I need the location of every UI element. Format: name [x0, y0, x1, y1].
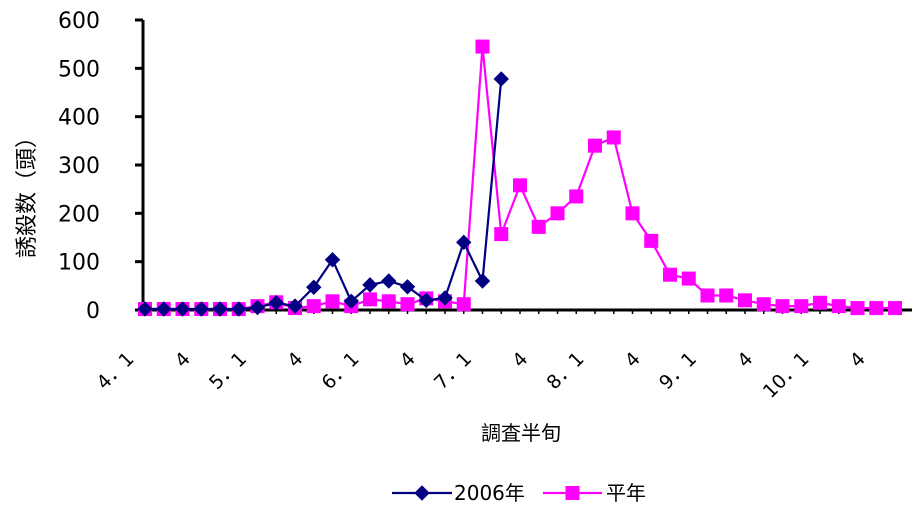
series-2006-point: [456, 234, 472, 251]
y-tick-label: 0: [86, 299, 100, 324]
series-2006-point: [249, 299, 266, 316]
x-axis-label: 調査半旬: [481, 421, 561, 445]
y-tick-label: 100: [58, 251, 100, 276]
series-normal: [138, 39, 902, 317]
series-2006-point: [231, 301, 247, 317]
series-normal-point: [700, 288, 715, 303]
series-normal-point: [813, 295, 827, 310]
series-normal-line: [145, 46, 895, 311]
legend: 2006年 平年: [392, 481, 646, 505]
x-tick-label: 4: [283, 348, 307, 372]
series-normal-point: [400, 297, 415, 312]
series-2006-point: [306, 279, 322, 295]
x-tick-label: 10．1: [759, 348, 814, 403]
series-normal-point: [738, 293, 752, 308]
legend-item-normal-marker: [565, 486, 580, 500]
series-normal-point: [681, 271, 696, 286]
series-normal-point: [625, 206, 640, 221]
y-tick-label: 500: [58, 57, 100, 82]
legend-item-normal-label: 平年: [606, 481, 646, 505]
labels-layer: 誘殺数（頭） 調査半旬: [15, 126, 561, 445]
legend-item-normal: 平年: [543, 481, 646, 505]
series-normal-point: [869, 301, 884, 316]
series-2006-point: [156, 301, 172, 317]
series-normal-point: [831, 299, 846, 314]
x-tick-label: 4．1: [92, 348, 138, 394]
x-tick-label: 4: [508, 348, 532, 372]
series-2006-point: [287, 298, 303, 314]
series-normal-point: [719, 288, 734, 303]
series-normal-point: [456, 297, 471, 312]
x-tick-label: 4: [171, 348, 195, 372]
series-2006-point: [362, 277, 378, 293]
series-normal-point: [550, 206, 565, 221]
legend-item-2006-label: 2006年: [454, 481, 525, 505]
series-normal-point: [381, 294, 396, 309]
series-2006-point: [343, 293, 359, 310]
series-normal-point: [494, 227, 509, 242]
y-tick-label: 400: [58, 106, 100, 131]
series-2006-point: [212, 301, 228, 317]
legend-item-2006: 2006年: [392, 481, 525, 505]
series-normal-point: [606, 130, 621, 145]
series-normal-point: [588, 138, 602, 153]
y-tick-label: 300: [58, 154, 100, 179]
series-normal-point: [325, 294, 340, 309]
y-tick-label: 600: [58, 9, 100, 34]
series-normal-point: [888, 301, 902, 316]
x-tick-label: 8．1: [542, 348, 588, 394]
x-tick-label: 5．1: [205, 348, 251, 394]
series-normal-point: [663, 267, 677, 282]
series-2006-point: [193, 301, 209, 317]
series-normal-point: [513, 178, 527, 193]
series-normal-point: [756, 297, 771, 312]
series-normal-point: [850, 301, 865, 316]
x-tick-label: 4: [846, 348, 870, 372]
y-tick-label: 200: [58, 202, 100, 227]
series-normal-point: [794, 299, 809, 314]
y-axis-label: 誘殺数（頭）: [15, 126, 40, 258]
legend-item-2006-marker: [414, 485, 430, 501]
series-2006-point: [399, 279, 416, 295]
x-tick-label: 6．1: [317, 348, 363, 394]
series-normal-point: [644, 233, 659, 248]
series-normal-point: [306, 299, 321, 314]
series-2006-point: [418, 292, 434, 309]
x-tick-label: 4: [621, 348, 645, 372]
x-tick-label: 9．1: [655, 348, 701, 394]
x-tick-label: 4: [733, 348, 757, 372]
series-2006-point: [324, 252, 341, 268]
series-2006-point: [437, 290, 453, 306]
series-normal-point: [569, 189, 584, 204]
series-normal-point: [775, 299, 790, 314]
x-tick-label: 4: [396, 348, 420, 372]
series-normal-point: [363, 292, 377, 307]
series-2006-point: [381, 273, 397, 289]
series-2006-line: [145, 78, 503, 311]
series-2006: [137, 71, 509, 317]
series-2006-point: [268, 295, 284, 311]
series-2006-point: [493, 71, 509, 87]
series-2006-point: [174, 301, 191, 317]
x-tick-label: 7．1: [430, 348, 476, 394]
series-normal-point: [475, 39, 490, 54]
series-layer: [137, 39, 902, 317]
series-2006-point: [137, 301, 153, 317]
series-normal-point: [531, 219, 546, 234]
series-2006-point: [474, 273, 491, 289]
